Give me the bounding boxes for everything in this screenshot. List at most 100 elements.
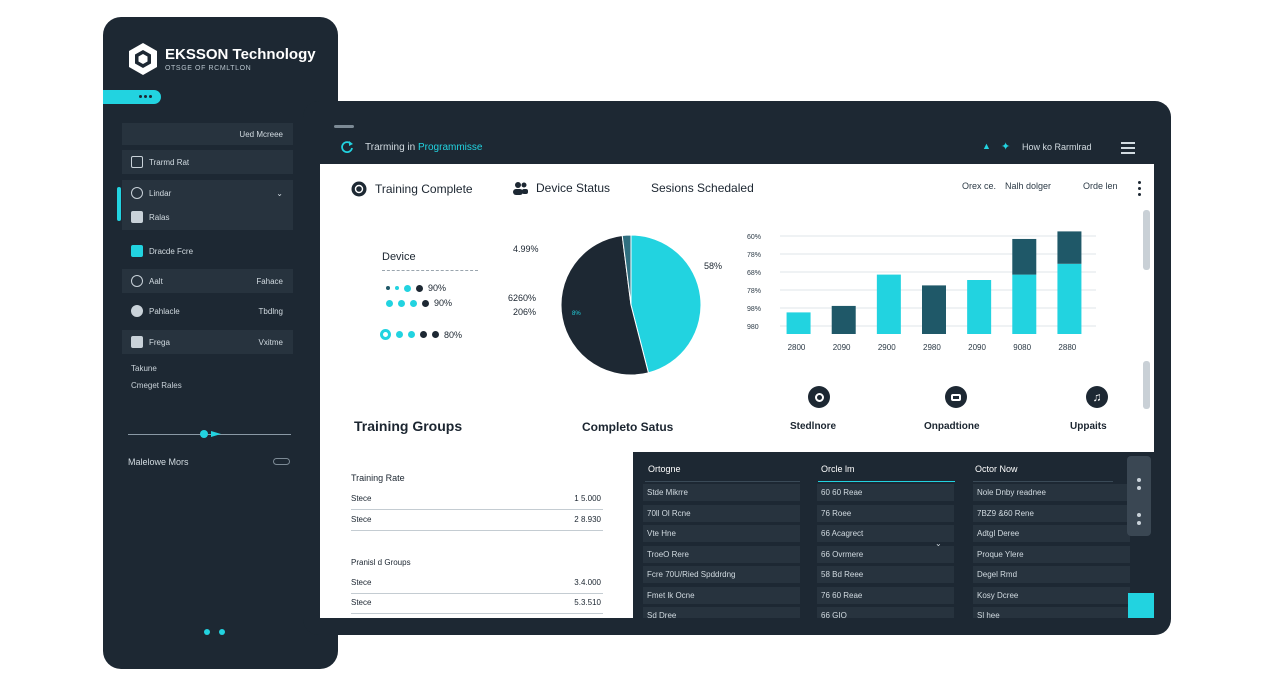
device-legend-value: 90% [428, 283, 447, 293]
bar [922, 285, 946, 334]
user-icon [131, 305, 143, 317]
complete-status-title: Completo Satus [582, 420, 674, 434]
bottom-setting-toggle[interactable] [273, 458, 290, 465]
page-title-highlight: Programmisse [417, 142, 483, 153]
tablet-frame: Trarming in Programmisse ▲ ✦ How ko Rarm… [303, 101, 1171, 635]
table-cell[interactable]: Fmet lk Ocne [643, 585, 800, 604]
header-filter-1[interactable]: Orex ce. [962, 181, 997, 191]
chevron-down-icon[interactable]: ⌄ [935, 539, 942, 548]
top-bar-link[interactable]: How ko Rarmlrad [1022, 142, 1092, 152]
table-cell[interactable]: Adtgl Deree [973, 524, 1130, 542]
table-cell[interactable]: 76 60 Reae [817, 585, 954, 604]
hamburger-menu-icon[interactable] [1121, 142, 1135, 154]
display-icon[interactable] [945, 386, 967, 408]
table-cell[interactable]: Sl hee [973, 606, 1130, 618]
sidebar-item-label: Trarmd Rat [149, 157, 190, 167]
x-tick-label: 2880 [1058, 343, 1077, 352]
table-scroll-handle[interactable] [1127, 456, 1151, 536]
slider-thumb[interactable] [200, 430, 208, 438]
slider-track[interactable] [128, 434, 291, 435]
table-cell[interactable]: Nole Dnby readnee [973, 483, 1130, 501]
sidebar-link-cmeget[interactable]: Cmeget Rales [131, 381, 182, 390]
table-cell[interactable]: 66 Acagrect [817, 524, 954, 542]
x-tick-label: 2980 [923, 343, 941, 352]
sidebar-item-trarmd[interactable]: Trarmd Rat [122, 150, 293, 174]
refresh-icon[interactable] [340, 140, 354, 154]
device-title: Device [382, 251, 416, 263]
users-icon [513, 182, 528, 195]
table-cell[interactable]: Stde Mikrre [643, 483, 800, 501]
table-cell[interactable]: 66 Ovrmere [817, 544, 954, 563]
row-label: Stece [351, 515, 372, 524]
bottom-setting-label: Malelowe Mors [128, 457, 189, 467]
printed-groups-title: Pranisl d Groups [351, 558, 411, 567]
table-cell[interactable]: Vte Hne [643, 524, 800, 542]
side-panel: EKSSON Technology OTSGE OF RCMLTLON Ued … [103, 17, 338, 669]
pie-chart [560, 234, 702, 376]
bird-icon[interactable]: ✦ [1001, 141, 1011, 153]
bar-stack [1012, 238, 1037, 275]
tab-device-status[interactable]: Device Status [513, 181, 610, 195]
onpaditione-label: Onpadtione [924, 421, 980, 432]
music-note-icon[interactable]: ♫ [1086, 386, 1108, 408]
device-legend-row: 90% [386, 298, 452, 308]
table-cell[interactable]: 60 60 Reae [817, 483, 954, 501]
table-cell[interactable]: Sd Dree [643, 606, 800, 618]
row-value: 1 5.000 [574, 494, 601, 503]
x-tick-label: 2090 [968, 343, 986, 352]
header-filter-2[interactable]: Nalh dolger [1005, 181, 1052, 191]
y-tick-label: 98% [747, 306, 762, 313]
bar [1057, 263, 1082, 334]
sidebar-item-dracde[interactable]: Dracde Fcre [122, 239, 293, 263]
table-cell[interactable]: Kosy Dcree [973, 585, 1130, 604]
bar [1012, 274, 1037, 334]
sidebar-link-takune[interactable]: Takune [131, 364, 157, 373]
sidebar-item-frega[interactable]: Frega Vxitme [122, 330, 293, 354]
scrollbar[interactable] [1143, 210, 1150, 270]
table-cell[interactable]: Degel Rmd [973, 565, 1130, 583]
tab-sessions-scheduled[interactable]: Sesions Schedaled [651, 181, 754, 195]
top-bar: Trarming in Programmisse ▲ ✦ How ko Rarm… [320, 118, 1154, 164]
sidebar-item-aalt[interactable]: Aalt Fahace [122, 269, 293, 293]
menu-toggle-pill[interactable] [103, 90, 161, 104]
pie-label: 206% [513, 307, 537, 317]
page-dot[interactable] [219, 629, 225, 635]
link-icon [131, 275, 143, 287]
x-tick-label: 9080 [1013, 343, 1032, 352]
x-tick-label: 2800 [787, 343, 806, 352]
column-header[interactable]: Octor Now [975, 464, 1018, 474]
brand-name: EKSSON Technology [165, 46, 316, 63]
bar [786, 312, 811, 334]
table-cell[interactable]: Fcre 70U/Ried Spddrdng [643, 565, 800, 583]
more-vertical-icon[interactable] [1138, 181, 1141, 196]
pie-slice [621, 234, 632, 306]
chevron-down-icon[interactable]: ⌄ [276, 188, 283, 198]
dashboard-screen: Trarming in Programmisse ▲ ✦ How ko Rarm… [320, 118, 1154, 618]
scrollbar[interactable] [1143, 361, 1150, 409]
page-dot[interactable] [204, 629, 210, 635]
table-cell[interactable]: 7BZ9 &60 Rene [973, 503, 1130, 522]
menu-header-label: Ued Mcreee [239, 129, 283, 139]
pie-inner-label: 8% [572, 311, 581, 317]
table-cell[interactable]: 58 Bd Reee [817, 565, 954, 583]
header-filter-3[interactable]: Orde len [1083, 181, 1118, 191]
table-cell[interactable]: Proque Ylere [973, 544, 1130, 563]
tab-training-complete[interactable]: Training Complete [351, 181, 473, 197]
table-cell[interactable]: 66 GIO [817, 606, 954, 618]
table-cell[interactable]: 70ll Ol Rcne [643, 503, 800, 522]
record-icon[interactable] [808, 386, 830, 408]
tab-label: Device Status [536, 181, 611, 195]
table-cell[interactable]: TroeO Rere [643, 544, 800, 563]
page-title: Trarming in Programmisse [365, 142, 482, 153]
pie-label: 4.99% [513, 244, 539, 254]
pie-label: 6260% [508, 293, 537, 303]
alert-icon[interactable]: ▲ [982, 141, 991, 151]
sidebar-item-pahlacle[interactable]: Pahlacle Tbdlng [122, 299, 293, 323]
bar [876, 274, 901, 334]
column-header[interactable]: Ortogne [648, 464, 681, 474]
column-header[interactable]: Orcle lm [821, 464, 855, 474]
sidebar-item-lindar[interactable]: Lindar ⌄ Ralas [122, 180, 293, 230]
document-icon [131, 156, 143, 168]
uppaits-label: Uppaits [1070, 421, 1107, 432]
table-cell[interactable]: 76 Roee [817, 503, 954, 522]
